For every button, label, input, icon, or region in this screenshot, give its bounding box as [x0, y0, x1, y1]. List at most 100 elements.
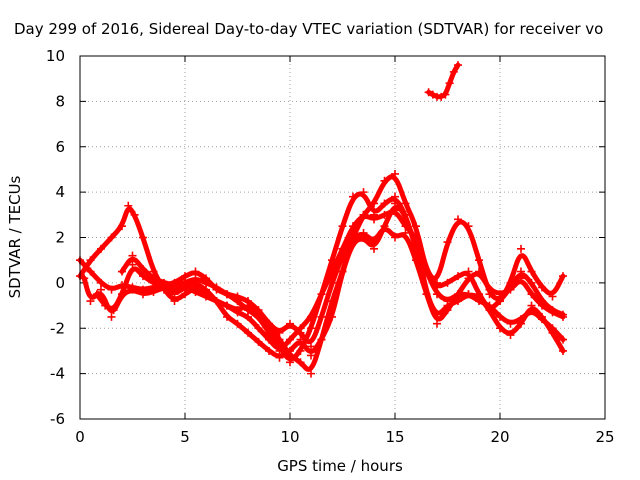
data-point-track-3: [391, 233, 399, 242]
axis-ticks: [79, 55, 606, 420]
data-point-track-5: [548, 292, 557, 301]
y-axis-label: SDTVAR / TECUs: [6, 175, 24, 298]
data-point-track-2: [538, 315, 546, 324]
data-point-track-4: [338, 267, 347, 276]
data-point-track-5: [296, 328, 305, 337]
data-point-track-5: [233, 292, 242, 301]
y-tick-label: 8: [55, 92, 65, 110]
data-point-track-5: [464, 222, 473, 231]
data-point-track-2: [107, 285, 116, 294]
data-point-track-3: [296, 358, 305, 367]
x-tick-labels: 0 5 10 15 20 25: [75, 428, 614, 446]
data-point-track-4: [412, 244, 420, 253]
data-point-track-5: [265, 319, 273, 328]
data-point-track-4: [109, 306, 118, 315]
data-point-track-4: [559, 310, 567, 319]
data-point-track-4: [485, 306, 494, 315]
data-point-track-4: [307, 351, 315, 360]
data-point-track-5: [254, 306, 263, 315]
data-point-track-3: [422, 290, 431, 299]
data-point-track-5: [191, 274, 200, 283]
data-point-track-5: [128, 251, 137, 260]
data-point-track-5: [527, 267, 536, 276]
data-point-track-1: [170, 297, 179, 306]
data-point-track-4: [212, 297, 221, 306]
data-point-track-5: [422, 267, 431, 276]
data-point-track-4: [538, 297, 546, 306]
data-point-track-5: [244, 297, 252, 306]
data-point-track-2: [338, 222, 347, 231]
data-point-track-2: [464, 290, 473, 299]
data-point-track-1: [97, 244, 105, 253]
data-point-track-5: [538, 283, 546, 292]
data-point-track-3: [202, 292, 210, 301]
data-point-track-5: [307, 342, 315, 351]
data-point-track-4: [548, 306, 557, 315]
data-point-track-2: [370, 210, 378, 219]
data-point-track-5: [212, 283, 221, 292]
data-point-track-1: [86, 256, 95, 265]
data-point-track-5: [559, 272, 567, 281]
data-point-track-4: [139, 272, 147, 281]
data-point-track-4: [202, 285, 210, 294]
plot-frame: [79, 55, 606, 420]
data-point-track-6: [437, 92, 446, 101]
data-point-track-1: [286, 335, 294, 344]
data-point-track-5: [139, 265, 147, 274]
x-tick-label: 5: [180, 428, 190, 446]
y-tick-label: 2: [55, 229, 65, 247]
data-point-track-5: [181, 278, 189, 287]
data-point-track-2: [307, 324, 315, 333]
data-point-track-2: [559, 335, 567, 344]
x-tick-label: 25: [595, 428, 614, 446]
data-point-track-3: [454, 290, 462, 299]
data-point-track-5: [317, 312, 326, 321]
chart-title: Day 299 of 2016, Sidereal Day-to-day VTE…: [14, 20, 603, 38]
data-point-track-2: [296, 346, 305, 355]
data-point-track-5: [202, 278, 210, 287]
series-line-track-3: [81, 227, 566, 372]
data-point-track-4: [101, 301, 110, 310]
data-point-track-2: [97, 278, 105, 287]
data-point-track-3: [97, 285, 105, 294]
data-point-track-3: [307, 369, 315, 378]
data-point-track-2: [286, 358, 294, 367]
y-tick-label: 6: [55, 138, 65, 156]
data-point-track-5: [338, 251, 347, 260]
data-point-track-5: [454, 215, 462, 224]
y-tick-labels: -6 -4 -2 0 2 4 6 8 10: [46, 47, 65, 428]
data-point-track-4: [454, 272, 462, 281]
data-point-track-5: [443, 238, 452, 247]
data-point-track-5: [160, 278, 168, 287]
data-point-track-5: [149, 274, 158, 283]
data-point-track-4: [254, 337, 263, 346]
data-point-track-5: [496, 297, 504, 306]
data-point-track-4: [317, 335, 326, 344]
data-point-track-6: [445, 79, 454, 88]
data-point-track-4: [464, 267, 473, 276]
data-point-track-3: [139, 290, 147, 299]
data-point-track-5: [506, 278, 515, 287]
y-tick-label: 0: [55, 274, 65, 292]
data-point-track-3: [443, 306, 452, 315]
data-point-track-4: [328, 312, 336, 321]
x-tick-label: 15: [385, 428, 404, 446]
data-point-track-6: [449, 67, 458, 76]
data-point-track-3: [128, 285, 137, 294]
data-point-track-4: [265, 346, 273, 355]
data-point-track-4: [244, 328, 252, 337]
data-point-track-5: [370, 199, 378, 208]
data-point-track-4: [391, 199, 399, 208]
y-tick-label: 4: [55, 183, 65, 201]
data-point-track-4: [527, 278, 536, 287]
grid: [80, 56, 605, 419]
y-tick-label: 10: [46, 47, 65, 65]
data-point-track-3: [107, 312, 116, 321]
y-tick-label: -6: [50, 410, 65, 428]
data-point-track-5: [401, 199, 410, 208]
data-point-track-5: [328, 278, 336, 287]
x-tick-label: 0: [75, 428, 85, 446]
data-point-track-3: [233, 306, 242, 315]
data-point-track-2: [527, 306, 536, 315]
